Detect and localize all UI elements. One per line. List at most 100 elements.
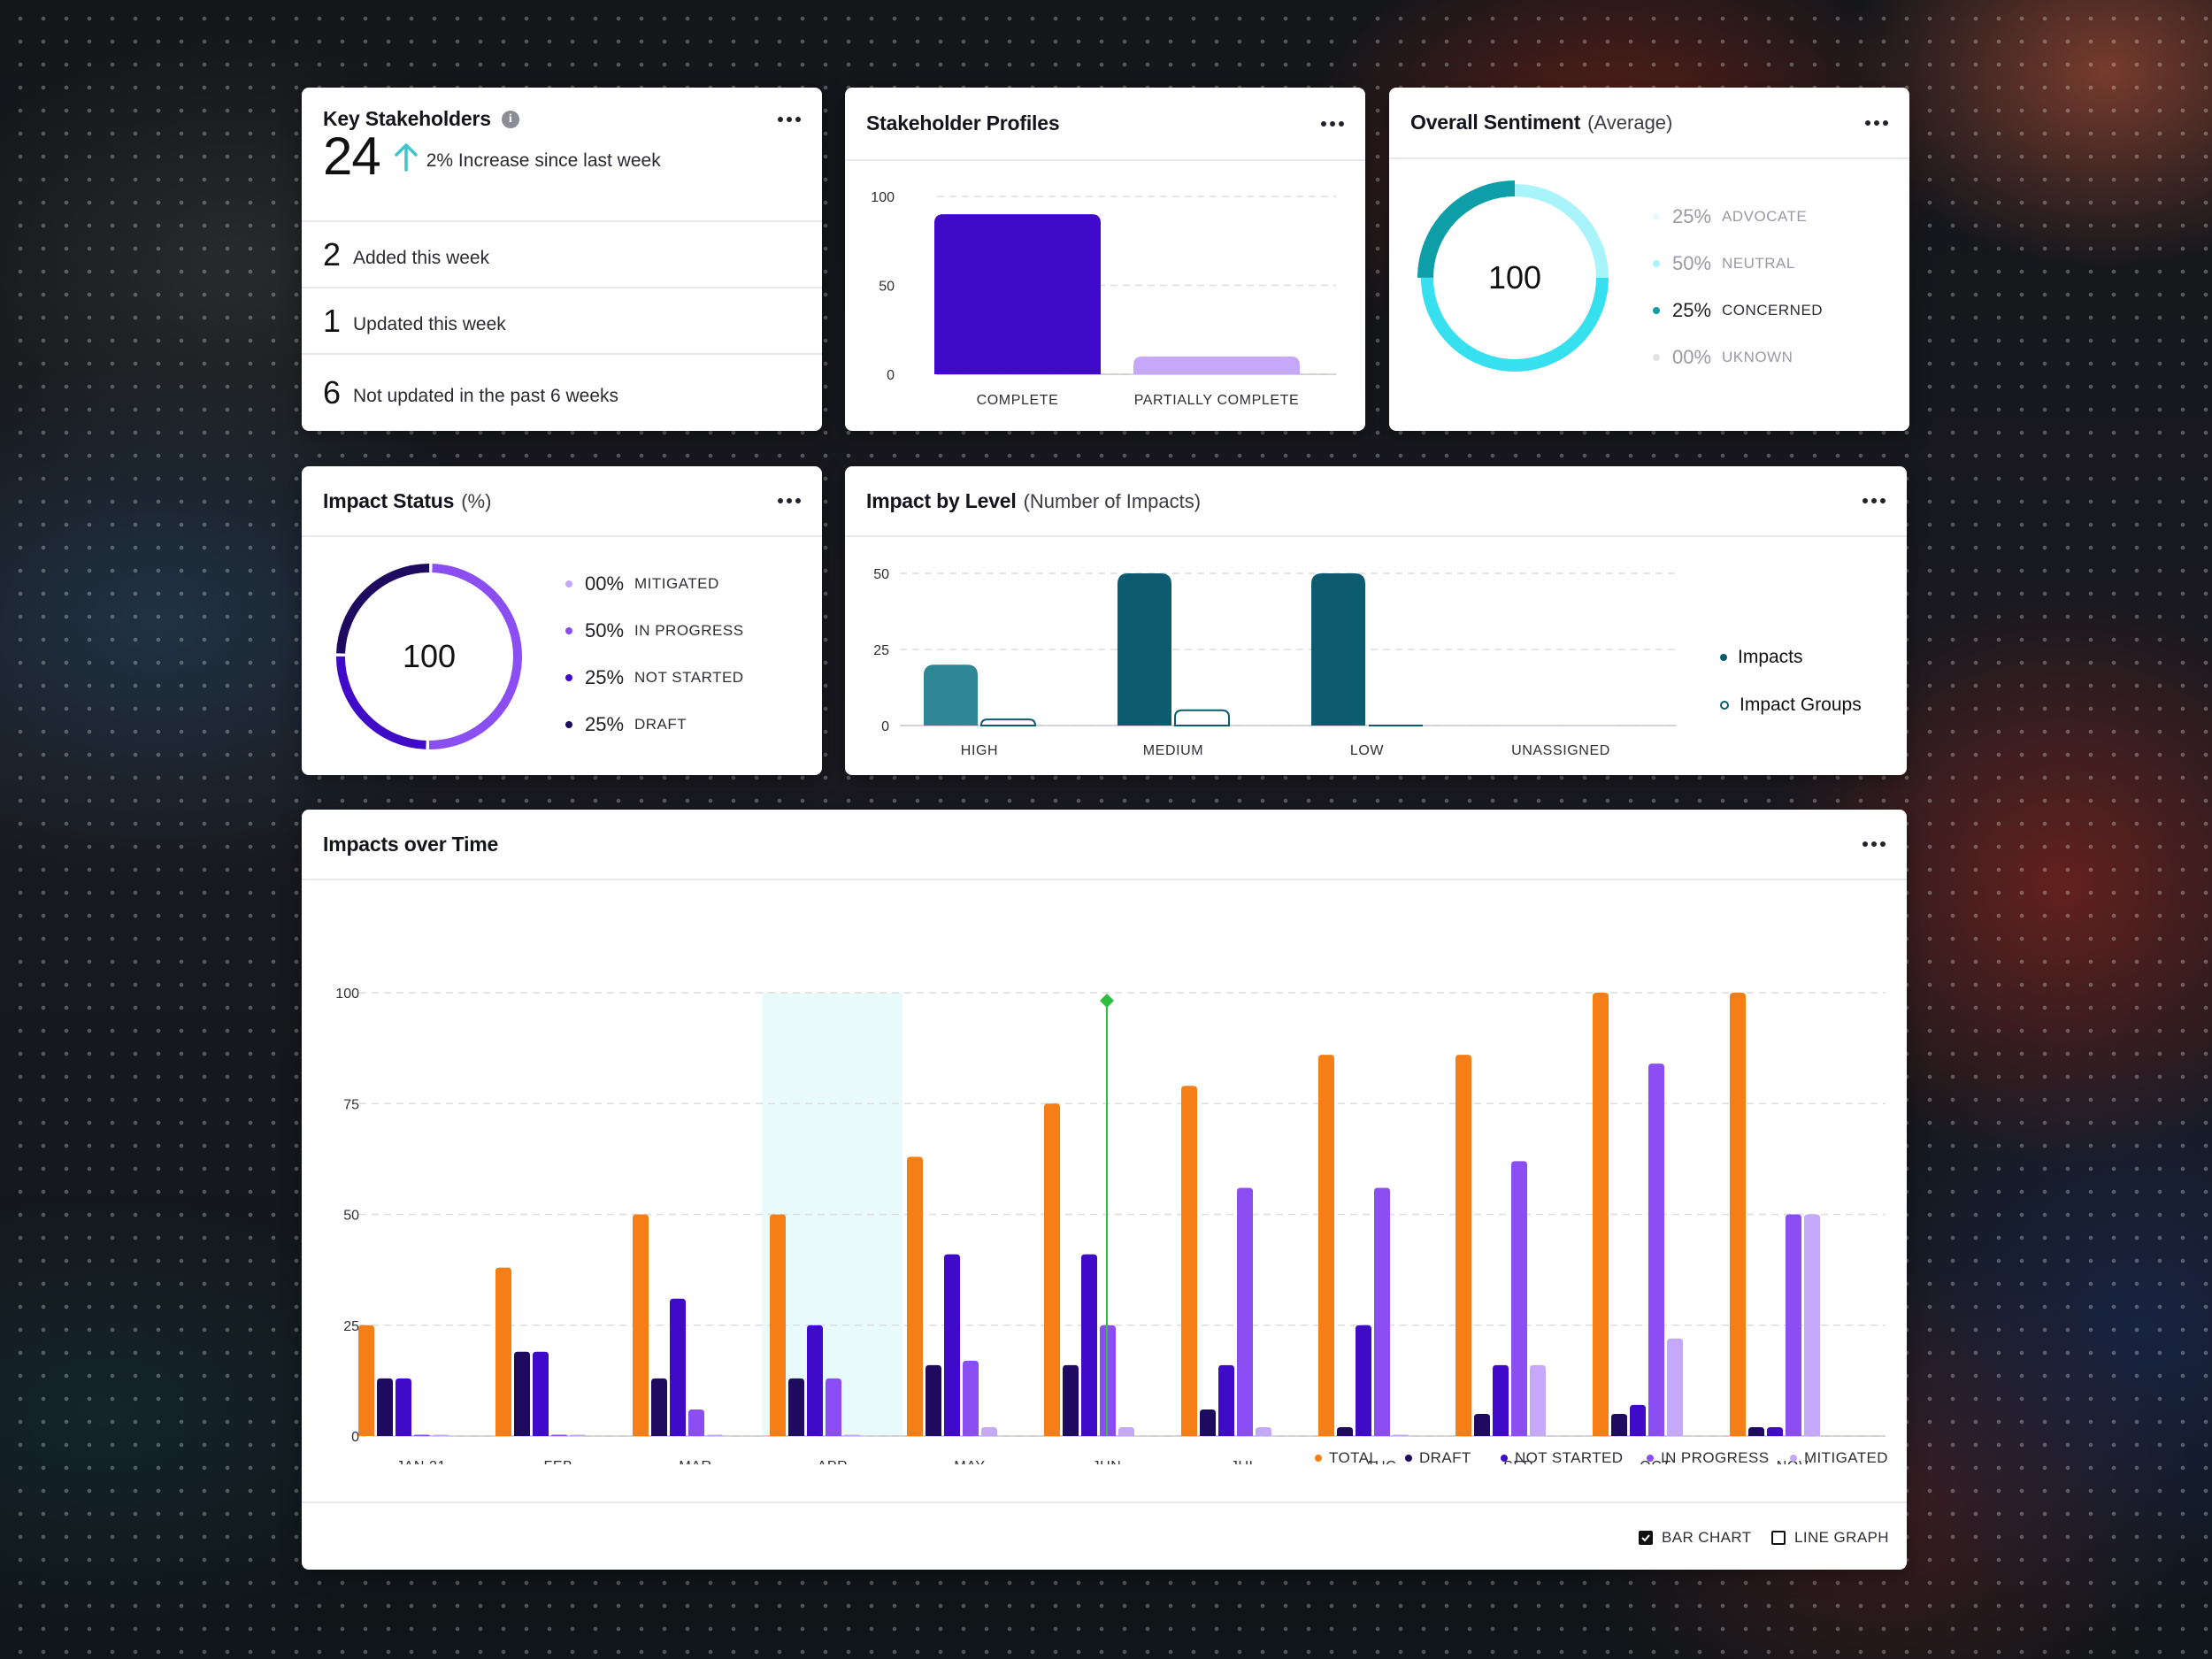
- bar-mitigated: [707, 1434, 723, 1436]
- bar-total: [770, 1214, 786, 1436]
- impact-status-card: Impact Status (%) 100 00% MITIGATED 50% IN P…: [302, 466, 822, 775]
- stakeholder-profiles-card: Stakeholder Profiles 100 50 0 COMPLETE PARTI…: [845, 88, 1365, 431]
- info-icon[interactable]: i: [501, 110, 519, 128]
- legend-item-uknown: 00% UKNOWN: [1653, 346, 1793, 369]
- overall-sentiment-card: Overall Sentiment (Average) 100 25% ADVOCA…: [1389, 88, 1909, 431]
- list-item: 2 Added this week: [302, 222, 822, 288]
- bar-impact-groups-high: [979, 718, 1037, 726]
- legend-dot: [565, 627, 572, 634]
- legend-label: Impact Groups: [1740, 695, 1862, 715]
- bar-not-started: [1493, 1364, 1509, 1436]
- card-subtitle: (Number of Impacts): [1023, 489, 1202, 512]
- x-tick-label: PARTIALLY COMPLETE: [1134, 393, 1300, 408]
- more-options-icon[interactable]: [778, 110, 801, 129]
- legend-label: MITIGATED: [634, 575, 719, 592]
- bar-total: [1730, 993, 1746, 1436]
- x-tick-label: OCT: [1640, 1459, 1671, 1464]
- legend-item-not-started: NOT STARTED: [1501, 1449, 1623, 1467]
- card-header: Overall Sentiment (Average): [1389, 88, 1909, 159]
- arrow-up-icon: [395, 142, 418, 172]
- legend-label: DRAFT: [634, 716, 687, 733]
- legend-label: ADVOCATE: [1722, 208, 1808, 225]
- bar-chart-toggle[interactable]: BAR CHART: [1639, 1529, 1752, 1547]
- x-tick-label: APR: [818, 1459, 849, 1464]
- bar-not-started: [1767, 1426, 1783, 1436]
- row-label: Not updated in the past 6 weeks: [353, 386, 619, 406]
- bar-total: [358, 1325, 374, 1436]
- card-title: Overall Sentiment: [1410, 111, 1581, 134]
- bar-total: [1181, 1086, 1197, 1436]
- bar-total: [1318, 1055, 1334, 1436]
- y-tick-label: 50: [873, 567, 889, 582]
- bar-mitigated: [1667, 1338, 1683, 1436]
- card-title: Impact by Level: [866, 488, 1017, 512]
- legend-item-advocate: 25% ADVOCATE: [1653, 205, 1807, 228]
- checkbox-checked-icon[interactable]: [1639, 1531, 1653, 1545]
- legend-item-total: TOTAL: [1315, 1449, 1378, 1467]
- bar-mitigated: [1256, 1426, 1271, 1436]
- bar-in-progress: [1648, 1064, 1664, 1436]
- bar-partially-complete: [1133, 356, 1300, 374]
- card-header: Impact Status (%): [302, 466, 822, 537]
- y-tick-label: 50: [343, 1209, 359, 1224]
- x-tick-label: LOW: [1350, 743, 1385, 758]
- legend-dot: [1653, 354, 1660, 361]
- legend-value: 00%: [1672, 346, 1712, 368]
- legend-label: NEUTRAL: [1722, 255, 1795, 272]
- legend-dot: [565, 674, 572, 681]
- y-tick-label: 25: [343, 1319, 359, 1334]
- more-options-icon[interactable]: [1863, 834, 1886, 854]
- bar-not-started: [396, 1378, 411, 1436]
- x-tick-label: UNASSIGNED: [1511, 743, 1610, 758]
- line-graph-toggle[interactable]: LINE GRAPH: [1771, 1529, 1889, 1547]
- bar-draft: [1474, 1413, 1490, 1436]
- y-tick-label: 75: [343, 1097, 359, 1112]
- legend-label: IN PROGRESS: [1661, 1449, 1770, 1466]
- bar-in-progress: [826, 1378, 841, 1436]
- bar-draft: [1200, 1409, 1216, 1436]
- card-header: Stakeholder Profiles: [845, 88, 1365, 161]
- bar-draft: [1611, 1413, 1627, 1436]
- checkbox-empty-icon[interactable]: [1771, 1531, 1786, 1545]
- donut-segment-neutral-lower: [1421, 184, 1609, 372]
- legend-item-draft: DRAFT: [1405, 1449, 1471, 1467]
- bar-not-started: [1081, 1254, 1097, 1436]
- legend-value: 50%: [585, 619, 625, 641]
- more-options-icon[interactable]: [1863, 491, 1886, 511]
- stakeholder-profiles-chart: 100 50 0 COMPLETE PARTIALLY COMPLETE: [871, 190, 1336, 408]
- bar-impacts-medium: [1118, 573, 1171, 726]
- row-label: Added this week: [353, 247, 490, 268]
- bar-mitigated: [433, 1434, 449, 1436]
- card-header: Impact by Level (Number of Impacts): [845, 466, 1907, 537]
- bar-in-progress: [1786, 1214, 1801, 1436]
- bar-draft: [651, 1378, 667, 1436]
- legend-label: CONCERNED: [1722, 302, 1824, 319]
- legend-item-mitigated: MITIGATED: [1790, 1449, 1888, 1467]
- bar-not-started: [807, 1325, 823, 1436]
- more-options-icon[interactable]: [1321, 114, 1344, 134]
- y-tick-label: 0: [881, 719, 889, 734]
- legend-label: NOT STARTED: [634, 669, 744, 686]
- more-options-icon[interactable]: [778, 491, 801, 511]
- donut-center-value: 100: [1488, 259, 1541, 296]
- bar-mitigated: [844, 1434, 860, 1436]
- bar-in-progress: [414, 1434, 430, 1436]
- sentiment-donut: 100: [1417, 180, 1612, 375]
- legend-dot: [565, 721, 572, 728]
- legend-value: 25%: [1672, 299, 1712, 321]
- legend-impacts: Impacts: [1720, 647, 1803, 668]
- legend-label: MITIGATED: [1804, 1449, 1888, 1466]
- more-options-icon[interactable]: [1865, 113, 1888, 133]
- bar-not-started: [944, 1254, 960, 1436]
- stakeholder-count: 24: [323, 127, 381, 186]
- divider: [302, 1502, 1907, 1503]
- bar-draft: [926, 1364, 941, 1436]
- bar-mitigated: [570, 1434, 586, 1436]
- legend-item-draft: 25% DRAFT: [565, 713, 687, 736]
- bar-draft: [1063, 1364, 1079, 1436]
- legend-item-mitigated: 00% MITIGATED: [565, 572, 719, 595]
- legend-dot: [1653, 307, 1660, 314]
- card-subtitle: (%): [461, 489, 492, 512]
- legend-value: 00%: [585, 572, 625, 595]
- legend-item-in-progress: 50% IN PROGRESS: [565, 619, 744, 642]
